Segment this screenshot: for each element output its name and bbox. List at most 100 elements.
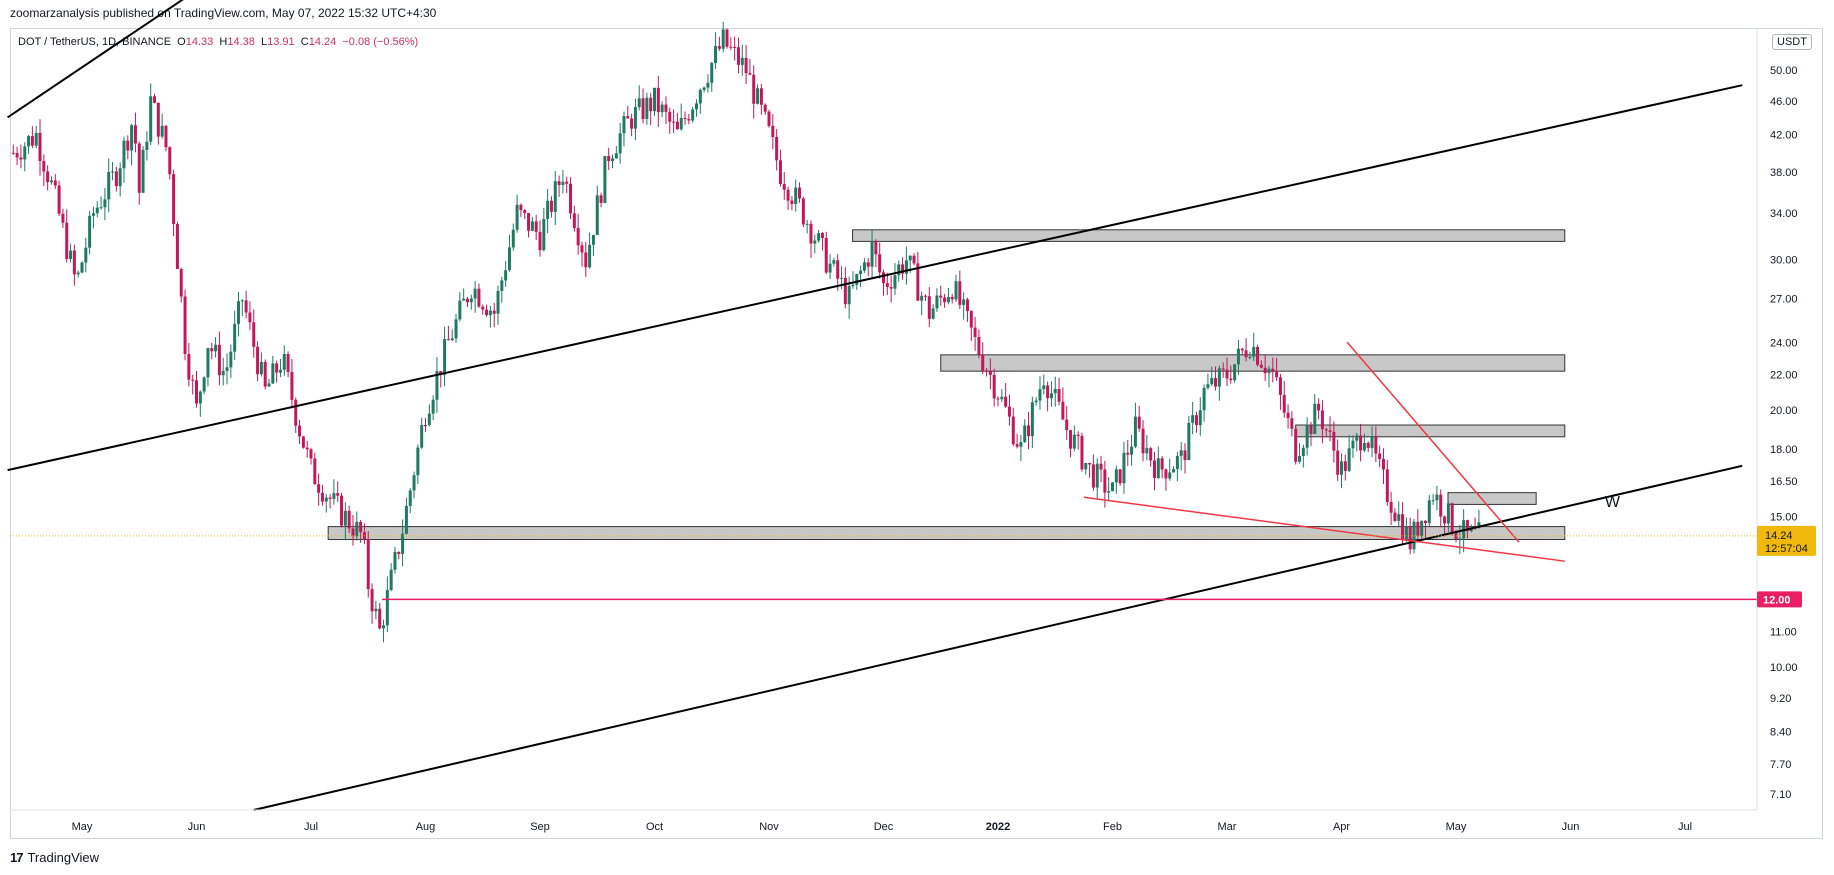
candle-body xyxy=(572,213,576,229)
candle-body xyxy=(1282,394,1286,413)
x-tick-Aug: Aug xyxy=(416,821,436,833)
candle-body xyxy=(843,277,847,305)
x-tick-May: May xyxy=(72,821,93,833)
y-tick-46.00: 46.00 xyxy=(1770,96,1798,108)
candle-body xyxy=(706,82,710,88)
candle-body xyxy=(191,379,195,381)
candle-body xyxy=(736,47,740,65)
candle-body xyxy=(893,275,897,289)
candle-body xyxy=(576,228,580,246)
candle-body xyxy=(1233,364,1237,381)
trendline-black-2 xyxy=(253,464,1743,811)
candle-body xyxy=(76,272,80,275)
candle-body xyxy=(317,484,321,493)
candle-body xyxy=(1191,415,1195,423)
candle-body xyxy=(1091,464,1095,488)
candle-body xyxy=(359,521,363,533)
tradingview-logo[interactable]: 17 TradingView xyxy=(10,850,99,865)
candle-body xyxy=(42,161,46,172)
candle-body xyxy=(1133,416,1137,447)
candle-body xyxy=(404,505,408,534)
candle-body xyxy=(637,98,641,108)
candle-body xyxy=(538,231,542,251)
candle-body xyxy=(313,458,317,485)
x-tick-Feb: Feb xyxy=(1103,821,1122,833)
y-tick-18.00: 18.00 xyxy=(1770,444,1798,456)
candle-body xyxy=(687,119,691,121)
candle-body xyxy=(1038,389,1042,401)
candle-body xyxy=(1072,434,1076,449)
candle-body xyxy=(347,510,351,529)
candle-body xyxy=(320,492,324,502)
candle-body xyxy=(133,125,137,144)
candle-body xyxy=(57,185,61,214)
candle-body xyxy=(897,264,901,276)
chart-frame[interactable] xyxy=(10,28,1823,839)
candle-body xyxy=(118,168,122,187)
candle-body xyxy=(450,338,454,341)
candle-body xyxy=(866,262,870,267)
candle-body xyxy=(1183,450,1187,461)
y-tick-7.70: 7.70 xyxy=(1770,759,1791,771)
candle-body xyxy=(1267,368,1271,374)
candle-body xyxy=(1286,412,1290,419)
candle-body xyxy=(916,263,920,301)
trendline-black-1 xyxy=(7,84,1743,472)
candle-body xyxy=(1244,350,1248,358)
candle-body xyxy=(374,608,378,612)
candle-body xyxy=(679,118,683,130)
candle-body xyxy=(263,361,267,387)
candle-body xyxy=(492,310,496,314)
candle-body xyxy=(767,111,771,126)
candle-body xyxy=(1080,436,1084,470)
candle-body xyxy=(420,425,424,448)
candle-body xyxy=(1019,442,1023,447)
candle-body xyxy=(378,608,382,629)
candle-body xyxy=(1141,428,1145,454)
candle-body xyxy=(1172,469,1176,473)
candle-body xyxy=(229,351,233,368)
candle-body xyxy=(1152,460,1156,479)
candle-body xyxy=(1443,516,1447,524)
candle-body xyxy=(1450,503,1454,533)
candle-body xyxy=(179,268,183,297)
candle-body xyxy=(1317,403,1321,411)
candle-body xyxy=(1427,500,1431,524)
candle-body xyxy=(469,298,473,303)
candle-body xyxy=(694,103,698,110)
open-label: O xyxy=(177,36,186,48)
candle-body xyxy=(660,104,664,113)
candle-body xyxy=(515,204,519,230)
candle-body xyxy=(641,98,645,119)
candle-body xyxy=(1347,448,1351,471)
candle-body xyxy=(1240,348,1244,351)
currency-badge[interactable]: USDT xyxy=(1772,34,1812,50)
candle-body xyxy=(343,510,347,526)
candle-body xyxy=(973,327,977,337)
candle-body xyxy=(84,247,88,263)
sr-zone-1 xyxy=(940,354,1566,372)
candle-body xyxy=(725,29,729,47)
candle-body xyxy=(969,311,973,328)
candle-body xyxy=(1236,348,1240,365)
candle-body xyxy=(1439,494,1443,517)
candle-body xyxy=(1160,458,1164,470)
candle-body xyxy=(324,497,328,502)
candle-body xyxy=(996,398,1000,400)
candle-body xyxy=(1126,452,1130,455)
open-value: 14.33 xyxy=(185,36,214,48)
candle-body xyxy=(653,87,656,112)
candle-body xyxy=(569,183,573,214)
candle-body xyxy=(214,344,218,352)
candle-body xyxy=(523,210,527,214)
candle-body xyxy=(27,136,31,147)
y-tick-9.20: 9.20 xyxy=(1770,693,1791,705)
candle-body xyxy=(710,63,714,83)
candle-body xyxy=(504,270,508,281)
y-tick-22.00: 22.00 xyxy=(1770,370,1798,382)
x-tick-2022: 2022 xyxy=(986,821,1010,833)
candle-body xyxy=(46,171,50,183)
candle-body xyxy=(424,425,427,427)
